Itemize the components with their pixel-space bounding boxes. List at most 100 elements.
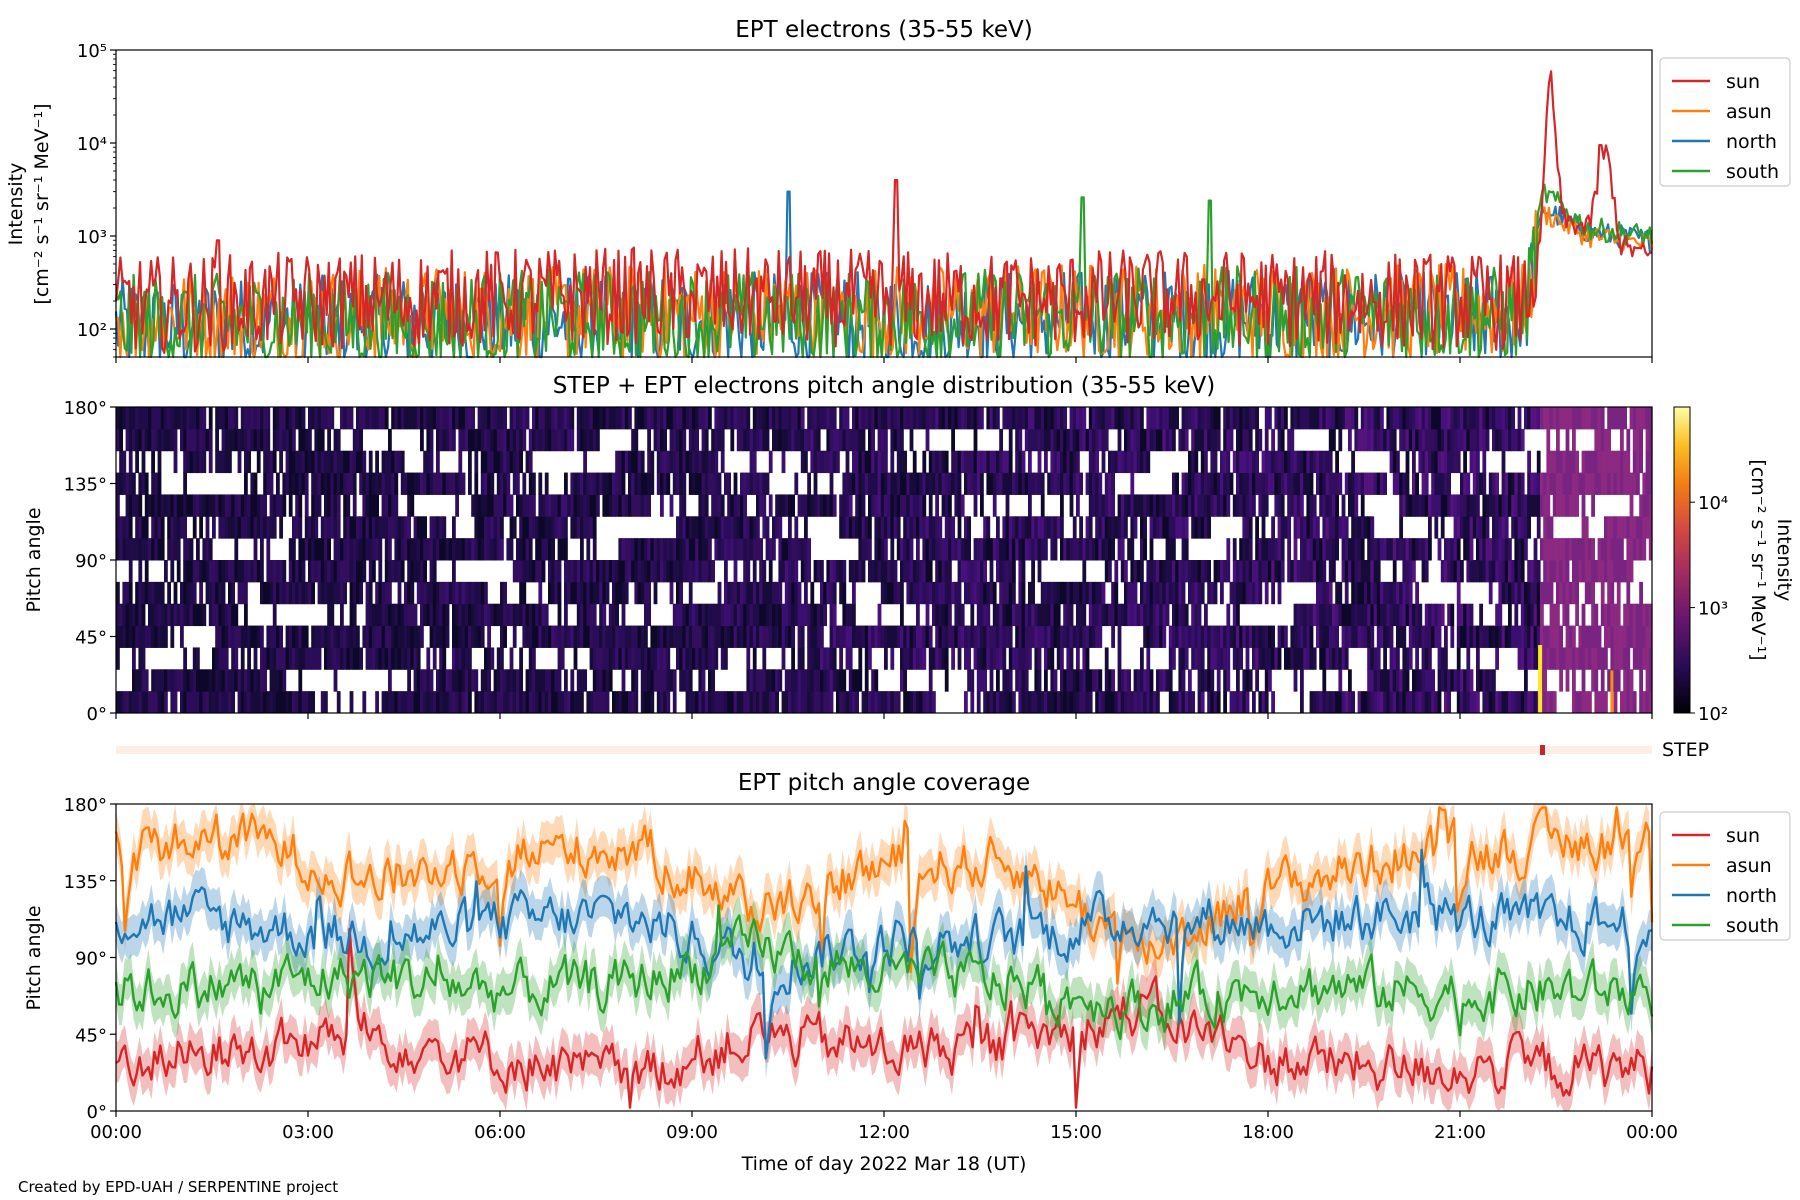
heatmap-cell <box>1252 472 1256 495</box>
heatmap-cell <box>829 669 834 692</box>
heatmap-cell <box>317 647 322 670</box>
heatmap-cell <box>1620 538 1624 561</box>
heatmap-cell <box>1236 603 1240 627</box>
heatmap-cell <box>394 647 399 670</box>
heatmap-cell <box>1370 516 1375 539</box>
heatmap-cell <box>1143 428 1147 452</box>
heatmap-cell <box>276 472 280 495</box>
heatmap-cell <box>1632 407 1637 430</box>
heatmap-cell <box>1152 494 1157 517</box>
heatmap-cell <box>244 560 248 583</box>
heatmap-cell <box>471 407 475 430</box>
heatmap-cell <box>522 472 527 495</box>
heatmap-cell <box>1415 581 1419 605</box>
heatmap-cell <box>1236 581 1240 605</box>
heatmap-cell <box>1136 428 1141 452</box>
heatmap-cell <box>560 625 565 648</box>
heatmap-cell <box>1524 581 1528 605</box>
heatmap-cell <box>1341 603 1346 627</box>
heatmap-cell <box>740 472 744 495</box>
heatmap-cell <box>1274 494 1279 517</box>
heatmap-cell <box>327 603 331 627</box>
heatmap-cell <box>1085 691 1090 714</box>
heatmap-cell <box>1031 516 1035 539</box>
heatmap-cell <box>356 625 360 648</box>
heatmap-cell <box>231 560 235 583</box>
heatmap-cell <box>1354 516 1359 539</box>
heatmap-cell <box>938 516 943 539</box>
heatmap-cell <box>260 691 264 714</box>
heatmap-cell <box>820 669 824 692</box>
heatmap-cell <box>1316 516 1320 539</box>
heatmap-cell <box>1568 625 1573 648</box>
heatmap-cell <box>951 428 955 452</box>
heatmap-cell <box>192 516 197 539</box>
heatmap-cell <box>1463 450 1467 474</box>
heatmap-cell <box>852 450 856 474</box>
heatmap-cell <box>1213 560 1218 583</box>
heatmap-cell <box>964 691 968 714</box>
heatmap-cell <box>327 428 331 452</box>
heatmap-cell <box>660 625 664 648</box>
heatmap-cell <box>1252 407 1256 430</box>
heatmap-cell <box>416 691 421 714</box>
heatmap-cell <box>903 494 907 517</box>
heatmap-cell <box>922 494 927 517</box>
heatmap-cell <box>1175 472 1179 495</box>
heatmap-cell <box>1546 647 1551 670</box>
heatmap-cell <box>1124 669 1128 692</box>
heatmap-cell <box>1172 625 1176 648</box>
heatmap-cell <box>1050 669 1055 692</box>
heatmap-cell <box>1629 560 1634 583</box>
heatmap-cell <box>983 691 987 714</box>
heatmap-cell <box>746 603 751 627</box>
heatmap-cell <box>244 669 248 692</box>
heatmap-cell <box>765 538 770 561</box>
heatmap-cell <box>954 625 959 648</box>
heatmap-cell <box>733 691 738 714</box>
heatmap-cell <box>1002 538 1007 561</box>
heatmap-cell <box>602 494 607 517</box>
heatmap-cell <box>724 472 728 495</box>
heatmap-cell <box>583 625 587 648</box>
heatmap-cell <box>1488 494 1493 517</box>
heatmap-cell <box>244 691 248 714</box>
heatmap-cell <box>592 603 597 627</box>
heatmap-cell <box>583 669 587 692</box>
heatmap-cell <box>192 603 197 627</box>
heatmap-cell <box>1056 603 1061 627</box>
heatmap-cell <box>1120 669 1125 692</box>
heatmap-cell <box>1284 625 1288 648</box>
heatmap-cell <box>1367 407 1371 430</box>
heatmap-cell <box>1348 560 1352 583</box>
heatmap-cell <box>362 560 367 583</box>
heatmap-cell <box>388 538 392 561</box>
heatmap-cell <box>916 603 920 627</box>
heatmap-cell <box>330 516 335 539</box>
heatmap-cell <box>756 581 760 605</box>
heatmap-cell <box>240 647 245 670</box>
heatmap-cell <box>276 647 280 670</box>
heatmap-cell <box>1591 538 1595 561</box>
heatmap-cell <box>1549 472 1554 495</box>
heatmap-cell <box>490 647 495 670</box>
heatmap-cell <box>346 538 351 561</box>
heatmap-cell <box>1328 560 1333 583</box>
heatmap-cell <box>288 647 293 670</box>
heatmap-cell <box>1181 428 1186 452</box>
heatmap-cell <box>704 538 709 561</box>
heatmap-cell <box>285 428 290 452</box>
heatmap-cell <box>1277 647 1282 670</box>
heatmap-cell <box>743 428 747 452</box>
heatmap-cell <box>608 472 613 495</box>
heatmap-cell <box>1437 647 1442 670</box>
heatmap-cell <box>980 560 984 583</box>
heatmap-cell <box>794 516 799 539</box>
heatmap-cell <box>1444 647 1448 670</box>
heatmap-cell <box>900 581 904 605</box>
heatmap-cell <box>1584 647 1589 670</box>
heatmap-cell <box>970 581 975 605</box>
heatmap-cell <box>573 494 578 517</box>
heatmap-cell <box>1399 472 1403 495</box>
heatmap-cell <box>804 560 808 583</box>
